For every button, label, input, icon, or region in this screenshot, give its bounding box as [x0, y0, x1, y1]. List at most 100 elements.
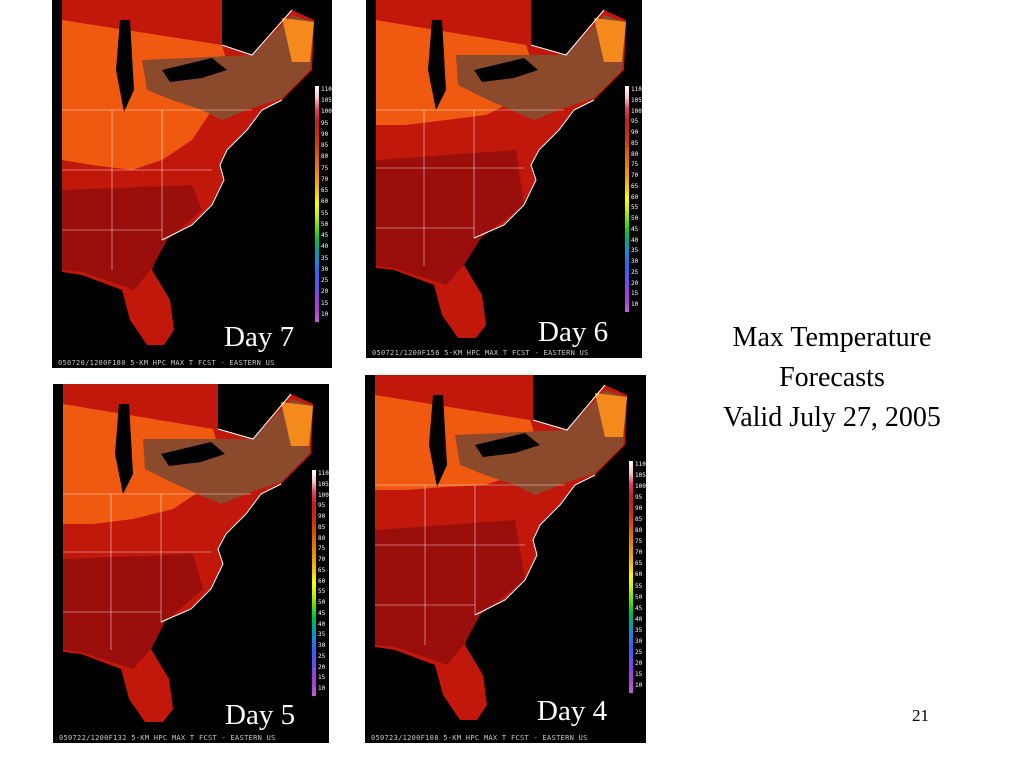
scale-tick-label: 55: [318, 588, 326, 596]
scale-tick-label: 90: [321, 130, 329, 138]
scale-tick-label: 70: [321, 175, 329, 183]
scale-tick-label: 95: [318, 502, 326, 510]
scale-tick-label: 45: [631, 225, 639, 233]
scale-tick-label: 85: [631, 139, 639, 147]
day-label: Day 5: [225, 699, 296, 731]
scale-tick-label: 70: [631, 172, 639, 180]
coast-line: [473, 9, 605, 239]
map-caption: 050723/1200F108 5-KM HPC MAX T FCST - EA…: [371, 734, 588, 742]
day-label: Day 6: [538, 316, 609, 348]
scale-tick-label: 20: [318, 663, 326, 671]
northeast-cool-zone: [455, 390, 627, 495]
southern-hot-zone: [375, 520, 525, 665]
scale-tick-label: 50: [318, 599, 326, 607]
scale-tick-label: 10: [318, 685, 326, 693]
great-lakes: [475, 433, 540, 457]
scale-tick-label: 25: [635, 648, 643, 656]
great-lakes: [474, 58, 538, 82]
temperature-map: [376, 0, 626, 338]
scale-tick-label: 90: [318, 513, 326, 521]
scale-tick-label: 75: [631, 161, 639, 169]
southern-hot-zone: [62, 185, 202, 290]
state-borders: [376, 109, 564, 266]
northeast-cool-zone: [143, 399, 313, 504]
maine-warm-zone: [594, 18, 626, 62]
temperature-color-scale: 110 105 100 95 90 85 80 75 70 65 60 55 50 45 40 35 30 25 2…: [315, 86, 332, 322]
scale-tick-label: 45: [635, 604, 643, 612]
slide-number: 21: [912, 706, 929, 725]
title-line: Forecasts: [779, 362, 885, 393]
scale-tick-label: 20: [635, 659, 643, 667]
scale-tick-label: 25: [318, 652, 326, 660]
scale-tick-label: 70: [318, 556, 326, 564]
title-line: Max Temperature: [732, 322, 932, 353]
state-borders: [375, 484, 565, 645]
scale-tick-label: 65: [631, 182, 639, 190]
great-lakes: [161, 442, 225, 466]
scale-tick-label: 110: [635, 461, 646, 468]
coast-line: [474, 384, 606, 616]
scale-tick-label: 85: [318, 523, 326, 531]
great-lakes: [428, 20, 446, 110]
scale-tick-label: 20: [321, 288, 329, 296]
scale-tick-label: 60: [321, 198, 329, 206]
maine-warm-zone: [595, 393, 627, 437]
map-caption: 050720/1200F180 5-KM HPC MAX T FCST - EA…: [58, 359, 275, 367]
scale-tick-label: 40: [635, 615, 643, 623]
temperature-map: [62, 0, 314, 345]
scale-tick-label: 70: [635, 549, 643, 557]
scale-tick-label: 110: [318, 470, 329, 477]
great-lakes: [429, 395, 447, 487]
scale-tick-label: 30: [321, 265, 329, 273]
scale-tick-label: 55: [631, 204, 639, 212]
scale-tick-label: 95: [631, 118, 639, 126]
scale-tick-label: 10: [321, 310, 329, 318]
title-line: Valid July 27, 2005: [723, 402, 941, 433]
southern-hot-zone: [376, 150, 524, 285]
scale-tick-label: 40: [321, 243, 329, 251]
scale-tick-label: 25: [321, 277, 329, 285]
great-lakes: [162, 58, 227, 82]
scale-tick-label: 30: [635, 637, 643, 645]
scale-tick-label: 35: [635, 626, 643, 634]
scale-bar: [315, 86, 319, 322]
scale-tick-label: 10: [631, 301, 639, 309]
midwest-warm-zone: [62, 20, 232, 170]
scale-tick-label: 50: [631, 215, 639, 223]
scale-tick-label: 40: [631, 236, 639, 244]
scale-tick-label: 55: [321, 209, 329, 217]
scale-tick-label: 20: [631, 279, 639, 287]
scale-tick-label: 100: [321, 108, 332, 116]
maine-warm-zone: [281, 402, 313, 446]
scale-bar: [625, 86, 629, 312]
scale-tick-label: 65: [318, 566, 326, 574]
scale-tick-label: 110: [321, 86, 332, 93]
great-lakes: [116, 20, 134, 112]
scale-tick-label: 15: [318, 674, 326, 682]
forecast-map-day-5: 110 105 100 95 90 85 80 75 70 65 60 55 50 45 40 35 30 25 2…: [53, 384, 329, 743]
state-borders: [62, 109, 252, 270]
temperature-map: [63, 384, 313, 722]
scale-tick-label: 105: [318, 480, 329, 488]
scale-tick-label: 100: [631, 107, 642, 115]
scale-tick-label: 15: [631, 290, 639, 298]
scale-tick-label: 30: [631, 258, 639, 266]
scale-tick-label: 80: [635, 527, 643, 535]
scale-tick-label: 55: [635, 582, 643, 590]
day-label: Day 4: [537, 695, 608, 727]
scale-tick-label: 35: [321, 254, 329, 262]
scale-tick-label: 90: [635, 505, 643, 513]
scale-bar: [312, 470, 316, 696]
scale-tick-label: 85: [321, 142, 329, 150]
coast-line: [160, 393, 292, 623]
forecast-map-day-6: 110 105 100 95 90 85 80 75 70 65 60 55 50 45 40 35 30 25 2…: [366, 0, 642, 358]
scale-tick-label: 110: [631, 86, 642, 93]
scale-tick-label: 80: [631, 150, 639, 158]
slide-title: Max Temperature Forecasts Valid July 27,…: [692, 318, 972, 438]
scale-tick-label: 65: [635, 560, 643, 568]
scale-tick-label: 45: [318, 609, 326, 617]
scale-tick-label: 95: [321, 119, 329, 127]
scale-tick-label: 100: [318, 491, 329, 499]
scale-tick-label: 75: [635, 538, 643, 546]
temperature-map: [375, 375, 627, 720]
